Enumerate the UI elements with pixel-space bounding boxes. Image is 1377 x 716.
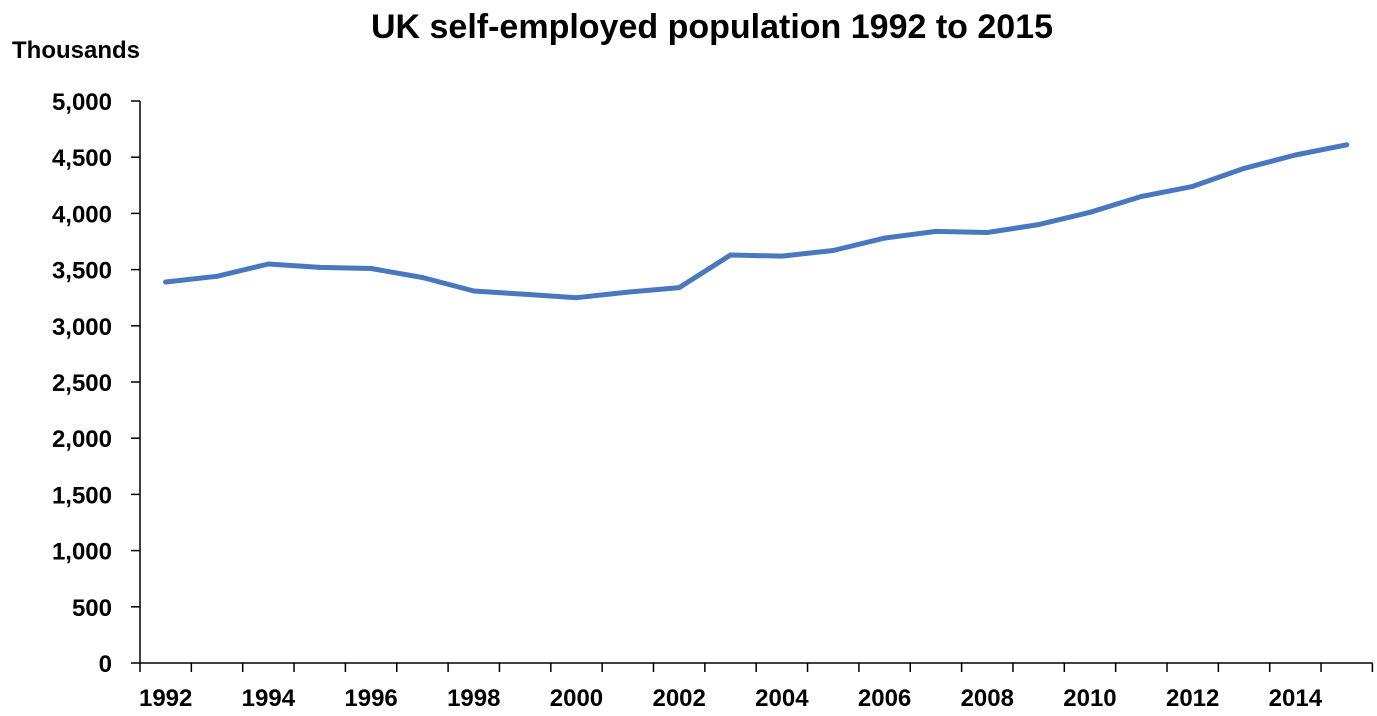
- y-tick-label: 2,000: [52, 426, 112, 453]
- data-point: [522, 291, 528, 297]
- x-tick-label: 2010: [1063, 685, 1116, 712]
- data-point: [1241, 165, 1247, 171]
- data-point: [573, 295, 579, 301]
- data-point: [265, 261, 271, 267]
- y-tick-label: 5,000: [52, 89, 112, 116]
- y-axis: 0 500 1,000 1,500 2,000 2,500 3,000 3,500 4,000 4…: [52, 89, 141, 678]
- y-tick-label: 1,500: [52, 482, 112, 509]
- data-point: [882, 235, 888, 241]
- data-point: [1036, 222, 1042, 228]
- x-tick-label: 2002: [652, 685, 705, 712]
- y-tick-label: 3,000: [52, 314, 112, 341]
- x-axis: 1992 1994 1996 1998 2000 2002 2004 2006 2008 2010…: [139, 662, 1374, 712]
- x-tick-label: 2014: [1269, 685, 1323, 712]
- x-tick-label: 2012: [1166, 685, 1219, 712]
- y-tick-label: 4,500: [52, 145, 112, 172]
- data-point: [728, 252, 734, 258]
- y-tick-label: 4,000: [52, 201, 112, 228]
- data-point: [368, 265, 374, 271]
- data-point: [933, 228, 939, 234]
- x-tick-label: 2000: [550, 685, 603, 712]
- data-point: [419, 274, 425, 280]
- data-point: [1138, 194, 1144, 200]
- x-tick-label: 1996: [344, 685, 397, 712]
- y-axis-label: Thousands: [12, 37, 140, 64]
- data-point: [1087, 209, 1093, 215]
- y-tick-label: 500: [72, 595, 112, 622]
- y-tick-label: 0: [99, 651, 112, 678]
- y-tick-label: 1,000: [52, 539, 112, 566]
- series-layer: [163, 142, 1350, 301]
- data-point: [779, 253, 785, 259]
- data-point: [214, 273, 220, 279]
- y-tick-label: 2,500: [52, 370, 112, 397]
- data-point: [1292, 152, 1298, 158]
- data-point: [830, 247, 836, 253]
- data-point: [163, 279, 169, 285]
- x-tick-label: 2004: [755, 685, 809, 712]
- x-tick-label: 2008: [961, 685, 1014, 712]
- data-point: [1344, 142, 1350, 148]
- data-point: [984, 230, 990, 236]
- x-tick-label: 1994: [242, 685, 296, 712]
- data-point: [317, 264, 323, 270]
- data-point: [1190, 183, 1196, 189]
- chart-title: UK self-employed population 1992 to 2015: [371, 8, 1053, 46]
- x-tick-label: 2006: [858, 685, 911, 712]
- series-line: [163, 142, 1350, 301]
- data-point: [625, 289, 631, 295]
- x-tick-label: 1992: [139, 685, 192, 712]
- y-tick-label: 3,500: [52, 258, 112, 285]
- data-point: [676, 285, 682, 291]
- data-point: [471, 288, 477, 294]
- x-tick-label: 1998: [447, 685, 500, 712]
